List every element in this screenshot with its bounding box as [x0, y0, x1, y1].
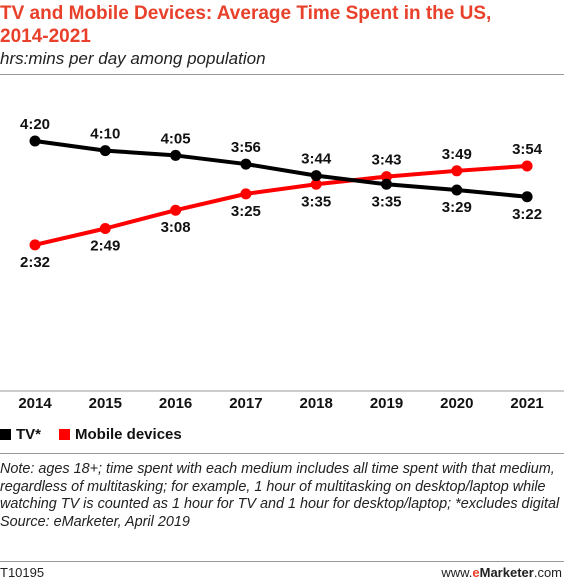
chart-title: TV and Mobile Devices: Average Time Spen… [0, 3, 492, 47]
legend-item-mobile: Mobile devices [59, 426, 182, 443]
tv-swatch [0, 428, 11, 440]
chart-subtitle: hrs:mins per day among population [0, 49, 266, 68]
mobile-data-label-2020: 3:49 [442, 146, 472, 163]
mobile-point-2018 [310, 178, 322, 190]
legend-item-tv: TV* [0, 426, 41, 443]
brand-e: e [472, 565, 480, 580]
tv-point-2019 [381, 178, 392, 190]
header-divider [0, 74, 564, 75]
tv-point-2014 [29, 135, 41, 147]
source-text: Source: eMarketer, April 2019 [0, 513, 190, 530]
note-block: Note: ages 18+; time spent with each med… [0, 461, 560, 531]
mobile-point-2016 [170, 204, 182, 216]
tv-data-label-2016: 4:05 [161, 130, 191, 147]
chart-id: T10195 [0, 565, 45, 580]
tv-data-label-2020: 3:29 [442, 199, 472, 216]
legend: TV* Mobile devices [0, 424, 200, 444]
tv-data-label-2021: 3:22 [512, 206, 542, 223]
footer-divider [0, 561, 564, 562]
note-divider [0, 453, 564, 454]
brand-marketer: Marketer [479, 565, 534, 580]
x-tick-label-2016: 2016 [159, 395, 192, 412]
tv-point-2018 [310, 170, 322, 182]
legend-label-tv: TV* [16, 425, 42, 443]
mobile-swatch [59, 428, 71, 440]
mobile-point-2014 [29, 239, 41, 251]
legend-label-mobile: Mobile devices [75, 425, 182, 443]
tv-data-label-2018: 3:44 [301, 151, 332, 168]
mobile-point-2021 [521, 160, 533, 172]
mobile-data-label-2021: 3:54 [512, 141, 543, 158]
x-tick-label-2018: 2018 [300, 395, 333, 412]
mobile-point-2015 [99, 223, 111, 234]
mobile-data-label-2017: 3:25 [231, 203, 261, 220]
tv-data-label-2019: 3:35 [371, 193, 401, 210]
x-tick-label-2019: 2019 [370, 395, 403, 412]
brand-prefix: www. [441, 565, 473, 580]
tv-data-label-2017: 3:56 [231, 139, 261, 156]
mobile-point-2020 [451, 165, 463, 177]
line-chart: 2014 2015 2016 2017 2018 2019 2020 2021 4:20 4:10… [0, 116, 564, 412]
tv-point-2021 [521, 191, 533, 203]
series-line-tv [34, 139, 528, 199]
tv-point-2020 [451, 184, 463, 196]
mobile-point-2019 [381, 171, 392, 183]
x-tick-label-2021: 2021 [510, 395, 543, 412]
brand-suffix: .com [533, 565, 562, 580]
tv-data-label-2014: 4:20 [20, 116, 50, 133]
mobile-point-2017 [240, 188, 252, 200]
tv-point-2017 [240, 158, 252, 170]
note-text: Note: ages 18+; time spent with each med… [0, 461, 560, 513]
mobile-data-label-2014: 2:32 [20, 254, 50, 271]
x-tick-label-2020: 2020 [440, 395, 473, 412]
x-tick-label-2014: 2014 [18, 395, 52, 412]
mobile-data-label-2018: 3:35 [301, 193, 331, 210]
x-tick-label-2015: 2015 [89, 395, 122, 412]
mobile-data-label-2016: 3:08 [161, 219, 191, 236]
series-line-mobile [34, 164, 528, 247]
tv-point-2016 [170, 149, 182, 161]
x-tick-label-2017: 2017 [229, 395, 262, 412]
tv-point-2015 [99, 145, 111, 157]
brand-url: www.eMarketer.com [441, 565, 562, 580]
mobile-data-label-2015: 2:49 [90, 238, 120, 255]
tv-data-label-2015: 4:10 [90, 126, 120, 143]
mobile-data-label-2019: 3:43 [371, 152, 401, 169]
